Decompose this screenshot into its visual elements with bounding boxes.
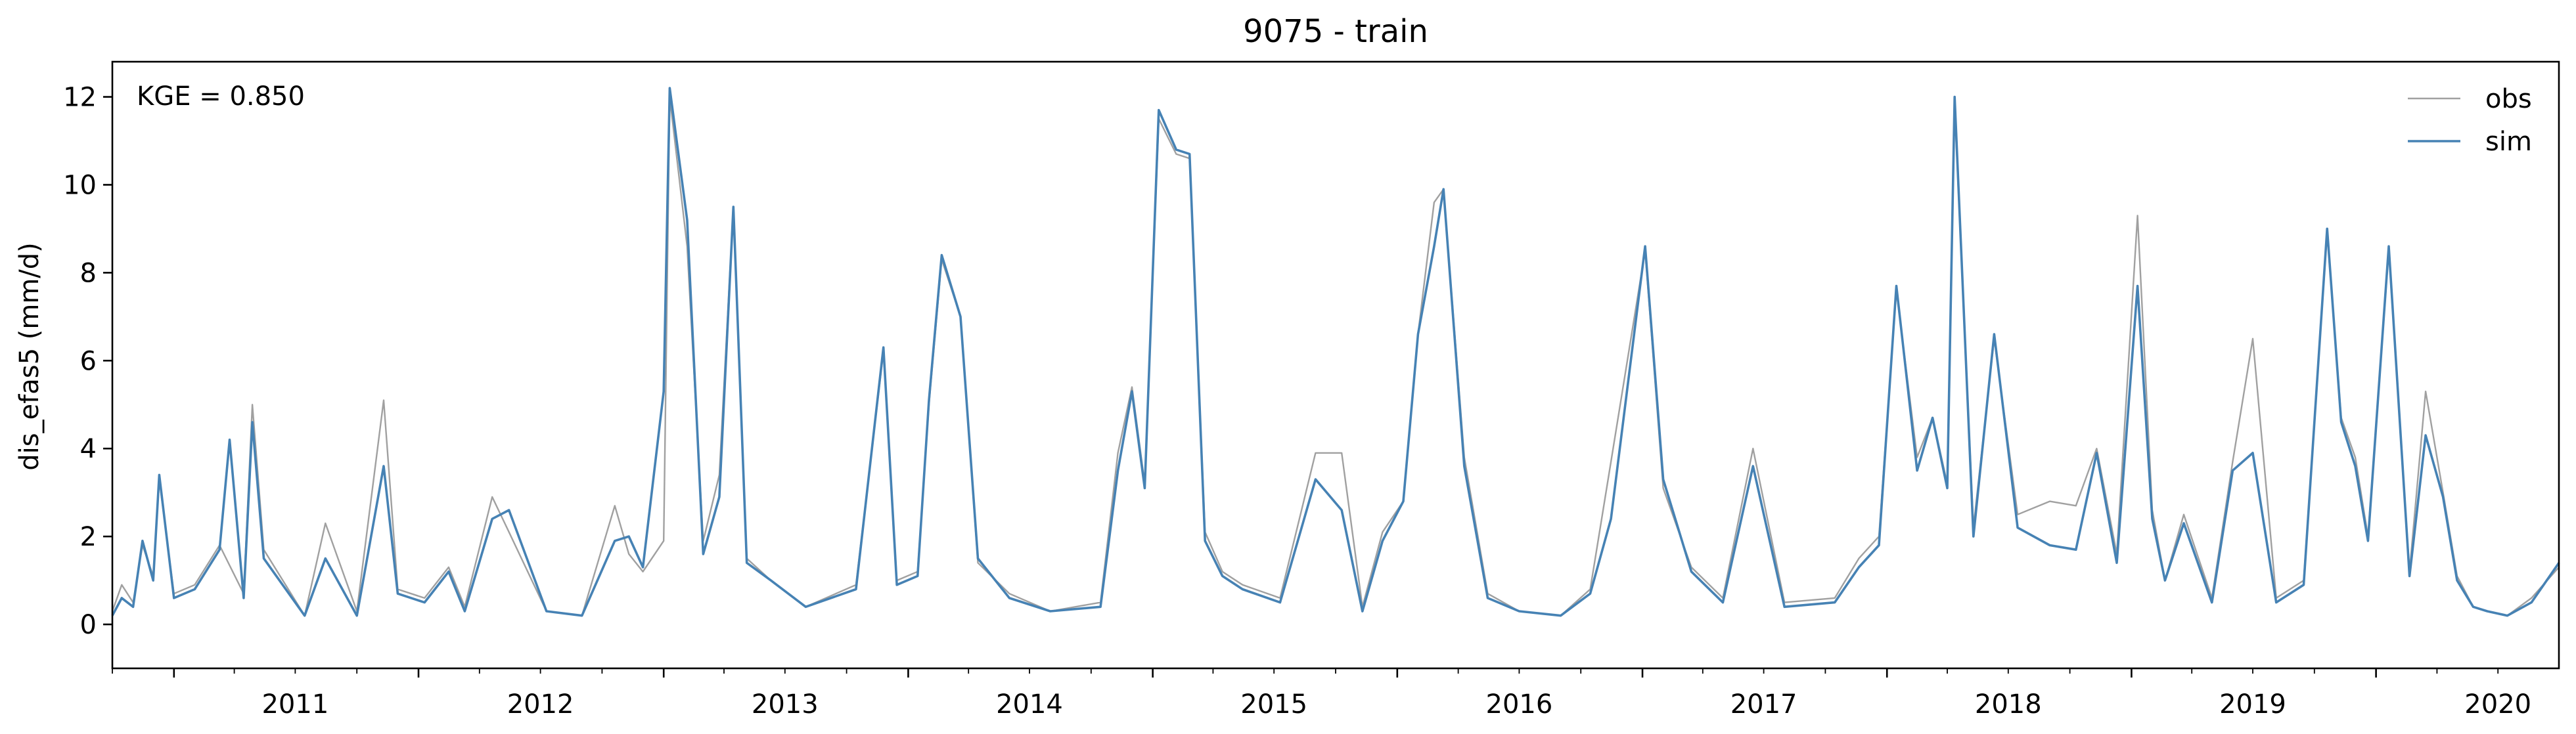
kge-annotation: KGE = 0.850 <box>137 81 305 112</box>
series-layer <box>111 87 2560 617</box>
y-tick-label: 0 <box>80 610 97 640</box>
y-tick-label: 4 <box>80 434 97 464</box>
x-tick-label: 2014 <box>996 689 1063 720</box>
x-tick-label: 2018 <box>1975 689 2042 720</box>
y-tick-label: 6 <box>80 346 97 376</box>
x-tick-label: 2017 <box>1730 689 1797 720</box>
chart-title: 9075 - train <box>1243 13 1428 50</box>
legend-label-sim: sim <box>2485 127 2532 157</box>
x-tick-label: 2012 <box>507 689 574 720</box>
x-tick-label: 2019 <box>2219 689 2286 720</box>
legend-label-obs: obs <box>2485 84 2532 114</box>
x-tick-label: 2013 <box>752 689 819 720</box>
y-axis-label: dis_efas5 (mm/d) <box>14 242 45 471</box>
x-tick-label: 2011 <box>261 689 328 720</box>
y-tick-label: 8 <box>80 258 97 288</box>
y-tick-label: 12 <box>63 83 97 113</box>
x-tick-label: 2020 <box>2464 689 2531 720</box>
legend: obs sim <box>2408 84 2532 157</box>
y-axis: 0 2 4 6 8 10 12 <box>63 83 112 640</box>
x-tick-label: 2016 <box>1486 689 1553 720</box>
series-line-sim <box>111 87 2560 617</box>
plot-frame <box>111 60 2560 670</box>
x-axis: 2011 2012 2013 2014 2015 2016 2017 2018 2019 2020 <box>112 668 2531 720</box>
series-line-obs <box>111 96 2560 616</box>
x-tick-label: 2015 <box>1240 689 1307 720</box>
y-tick-label: 2 <box>80 522 97 552</box>
y-tick-label: 10 <box>63 170 97 200</box>
